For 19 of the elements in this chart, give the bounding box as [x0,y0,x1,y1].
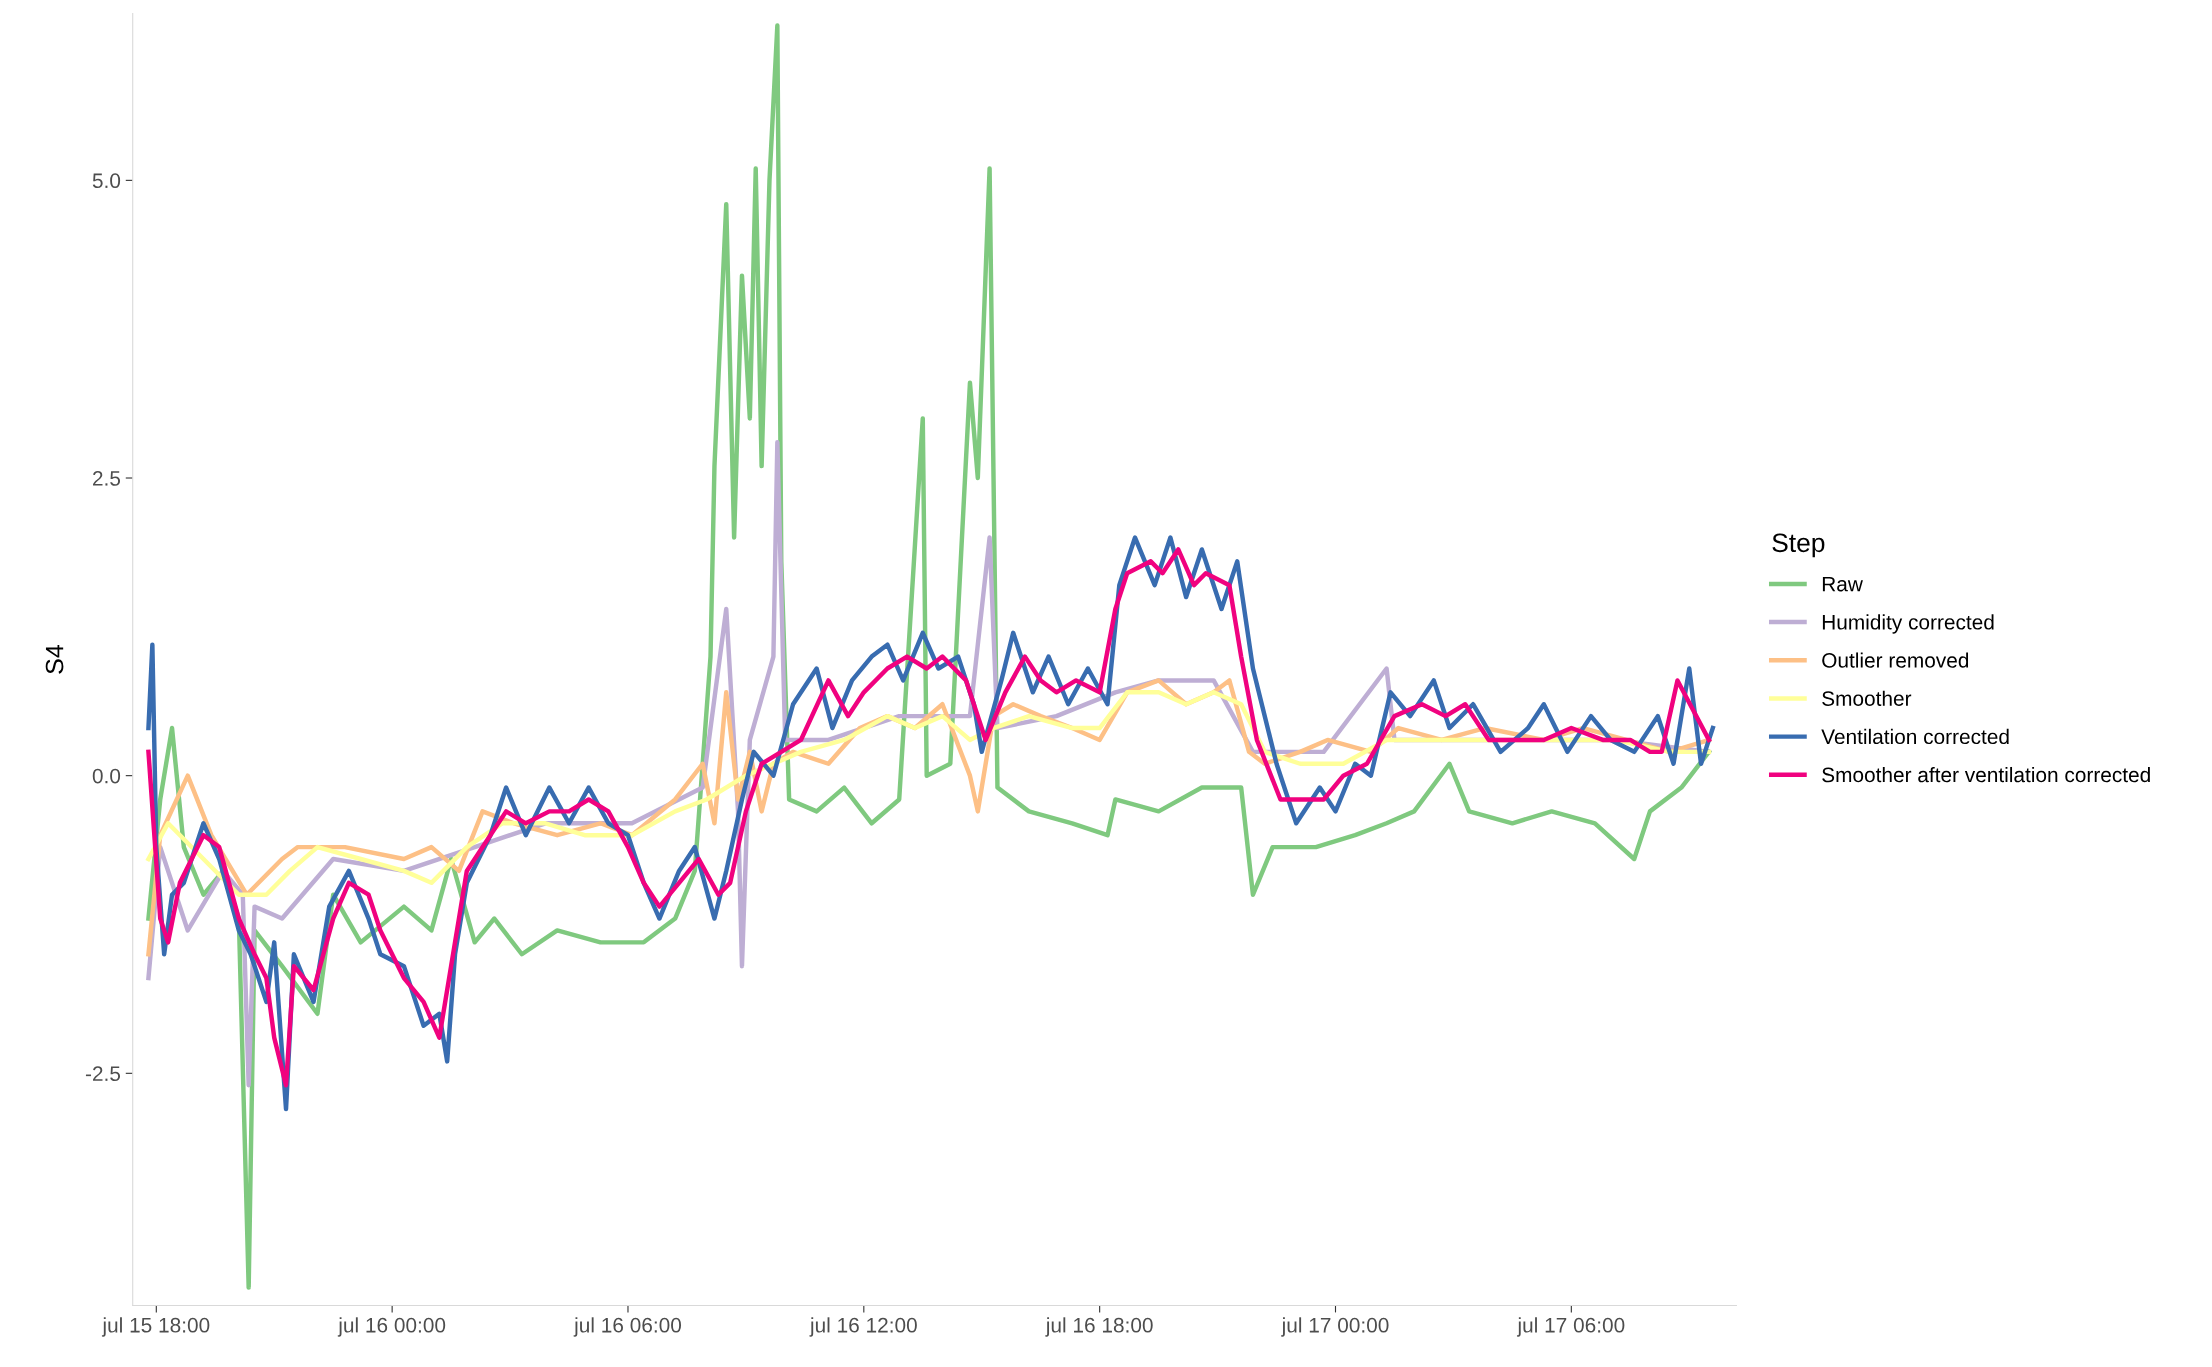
x-tick-label: jul 17 06:00 [1516,1317,1625,1337]
legend-label: Smoother [1822,690,1912,706]
x-tick-label: jul 16 18:00 [1045,1317,1153,1337]
legend-label: Outlier removed [1822,652,1969,668]
legend-label: Humidity corrected [1822,614,1994,634]
y-tick-label: -2.5 [85,1066,121,1082]
y-tick-label: 0.0 [92,768,121,784]
legend-title: Step [1772,533,1825,558]
legend-label: Smoother after ventilation corrected [1822,766,2150,783]
y-axis-title: S4 [45,645,64,674]
x-tick-label: jul 17 00:00 [1281,1317,1389,1337]
x-tick-label: jul 15 18:00 [101,1317,210,1337]
x-tick-label: jul 16 00:00 [337,1317,446,1337]
x-tick-label: jul 16 12:00 [809,1317,917,1337]
legend-label: Ventilation corrected [1821,728,2009,745]
y-tick-label: 5.0 [92,173,121,189]
y-tick-label: 2.5 [93,471,121,486]
x-tick-label: jul 16 06:00 [573,1317,682,1337]
legend-label: Raw [1822,576,1863,592]
